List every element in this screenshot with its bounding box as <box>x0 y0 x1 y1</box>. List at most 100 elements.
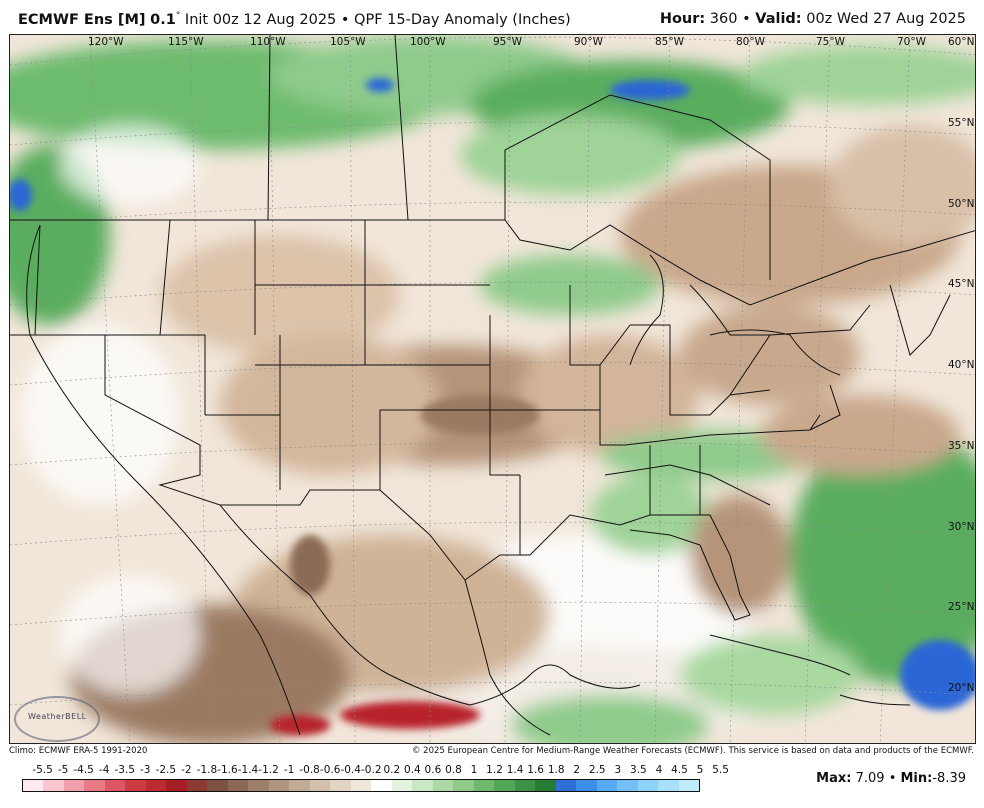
colorbar-label: -2 <box>181 764 192 776</box>
max-label: Max: <box>816 771 852 786</box>
map-header: ECMWF Ens [M] 0.1° Init 00z 12 Aug 2025 … <box>0 0 984 34</box>
colorbar-swatch <box>412 780 433 791</box>
lon-label: 100°W <box>410 36 446 48</box>
lon-label: 115°W <box>168 36 204 48</box>
lat-label: 60°N <box>948 36 975 48</box>
colorbar-swatch <box>596 780 618 791</box>
colorbar-label: 2 <box>573 764 581 776</box>
lon-label: 85°W <box>655 36 684 48</box>
init-time: Init 00z 12 Aug 2025 <box>184 11 337 28</box>
graticule <box>10 35 975 743</box>
colorbar-swatch <box>535 780 556 791</box>
lat-label: 30°N <box>948 521 975 533</box>
lon-label: 75°W <box>816 36 845 48</box>
anomaly-field <box>10 35 975 743</box>
copyright-note: © 2025 European Centre for Medium-Range … <box>411 746 974 756</box>
colorbar-label: -1.8 <box>196 764 218 776</box>
precipitation-anomaly-map: 120°W 115°W 110°W 105°W 100°W 95°W 90°W … <box>9 34 976 744</box>
colorbar-label: 1.4 <box>506 764 524 776</box>
colorbar-label: 5 <box>696 764 704 776</box>
hour-label: Hour: <box>659 11 706 27</box>
colorbar-label: -2.5 <box>155 764 177 776</box>
valid-separator: • <box>742 11 751 27</box>
colorbar-label: 4.5 <box>671 764 688 776</box>
colorbar-swatch <box>63 780 85 791</box>
colorbar-swatch <box>658 780 679 791</box>
colorbar-label: 1.8 <box>547 764 565 776</box>
colorbar-swatch <box>23 780 44 791</box>
colorbar-label: -0.4 <box>340 764 361 776</box>
colorbar-label: 1 <box>470 764 478 776</box>
map-title: ECMWF Ens [M] 0.1° Init 00z 12 Aug 2025 … <box>18 11 571 28</box>
product-name: QPF 15-Day Anomaly (Inches) <box>354 11 571 28</box>
lon-label: 90°W <box>574 36 603 48</box>
colorbar-label: 3 <box>614 764 622 776</box>
colorbar-swatch <box>555 780 577 791</box>
map-canvas <box>10 35 975 743</box>
colorbar-label: -5.5 <box>32 764 53 776</box>
hour-value: 360 <box>709 11 738 27</box>
colorbar-swatch <box>125 780 146 791</box>
anomaly-extremes <box>10 78 975 735</box>
lon-label: 80°W <box>736 36 765 48</box>
colorbar-label: 0.2 <box>383 764 401 776</box>
logo-text: WeatherBELL <box>28 712 87 721</box>
colorbar-swatch <box>289 780 310 791</box>
colorbar-swatch <box>84 780 105 791</box>
lon-label: 95°W <box>493 36 522 48</box>
degree-symbol: ° <box>175 11 181 21</box>
colorbar-label: 5.5 <box>712 764 729 776</box>
valid-time-info: Hour: 360 • Valid: 00z Wed 27 Aug 2025 <box>660 11 966 27</box>
colorbar-swatch <box>637 780 659 791</box>
colorbar-label: -1 <box>283 764 295 776</box>
min-value: -8.39 <box>932 771 966 786</box>
colorbar-swatch <box>330 780 351 791</box>
colorbar-label: -1.6 <box>217 764 238 776</box>
colorbar-label: -0.8 <box>299 764 320 776</box>
lat-label: 55°N <box>948 117 975 129</box>
colorbar-swatch <box>166 780 187 791</box>
colorbar-label: -4 <box>98 764 110 776</box>
colorbar-swatch <box>391 780 413 791</box>
colorbar-labels: -5.5 -5 -4.5 -4 -3.5 -3 -2.5 -2 -1.8 -1.6 -1.4 -1.2… <box>20 764 729 778</box>
colorbar-swatch <box>43 780 64 791</box>
title-separator: • <box>340 11 350 28</box>
weatherbell-logo: WeatherBELL <box>14 696 100 742</box>
colorbar-swatch <box>453 780 474 791</box>
colorbar-label: 4 <box>655 764 663 776</box>
colorbar-label: -0.6 <box>319 764 341 776</box>
colorbar-swatch <box>268 780 290 791</box>
valid-label: Valid: <box>755 11 802 27</box>
colorbar-swatch <box>309 780 331 791</box>
stats-separator: • <box>888 771 897 786</box>
colorbar-label: 2.5 <box>588 764 606 776</box>
model-resolution: 0.1 <box>150 11 176 28</box>
lat-label: 40°N <box>948 359 975 371</box>
colorbar-swatch <box>350 780 372 791</box>
valid-value: 00z Wed 27 Aug 2025 <box>806 11 966 27</box>
lat-label: 45°N <box>948 278 975 290</box>
colorbar <box>22 779 700 792</box>
colorbar-label: 1.2 <box>486 764 503 776</box>
colorbar-swatch <box>617 780 638 791</box>
colorbar-swatch <box>248 780 269 791</box>
colorbar-label: 0.8 <box>445 764 462 776</box>
lon-label: 70°W <box>897 36 926 48</box>
colorbar-label: -0.2 <box>361 764 382 776</box>
lat-label: 35°N <box>948 440 975 452</box>
colorbar-swatch <box>371 780 392 791</box>
colorbar-label: 0.6 <box>424 764 442 776</box>
lon-label: 110°W <box>250 36 286 48</box>
colorbar-label: -1.2 <box>258 764 279 776</box>
colorbar-swatch <box>494 780 515 791</box>
colorbar-label: -1.4 <box>237 764 259 776</box>
colorbar-swatch <box>514 780 536 791</box>
max-min-stats: Max: 7.09 • Min:-8.39 <box>816 771 966 786</box>
climo-note: Climo: ECMWF ERA-5 1991-2020 <box>9 746 148 756</box>
colorbar-label: 0.4 <box>404 764 421 776</box>
min-label: Min: <box>900 771 933 786</box>
lon-label: 120°W <box>88 36 124 48</box>
colorbar-swatch <box>207 780 228 791</box>
boundaries <box>10 35 975 736</box>
lat-label: 50°N <box>948 198 975 210</box>
